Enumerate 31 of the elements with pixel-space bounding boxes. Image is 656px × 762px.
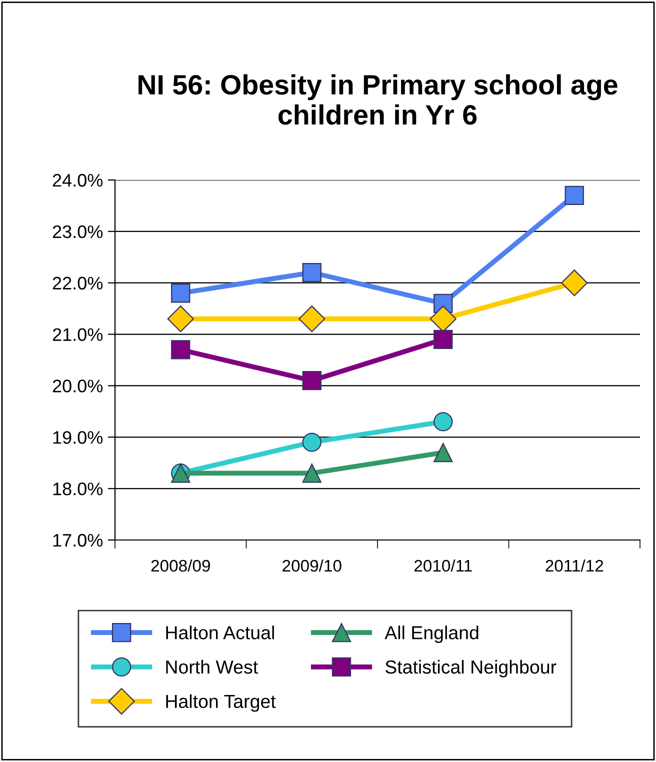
y-tick-label: 23.0% — [52, 225, 103, 238]
point — [302, 464, 322, 483]
point — [434, 412, 453, 432]
point — [302, 432, 322, 452]
chart-title: NI 56: Obesity in Primary school age children in Yr 6 — [138, 74, 618, 125]
x-tick-label: 2009/10 — [282, 559, 342, 572]
legend-label: All England — [384, 626, 478, 644]
legend-label: Halton Target — [166, 694, 276, 712]
y-tick-label: 18.0% — [53, 482, 103, 496]
point — [171, 284, 190, 303]
point — [434, 330, 453, 350]
point — [302, 262, 322, 282]
point — [564, 186, 584, 206]
legend-label: Statistical Neighbour — [385, 660, 556, 678]
x-tick-label: 2011/12 — [546, 559, 604, 572]
point — [302, 370, 322, 390]
y-tick-label: 24.0% — [52, 174, 103, 187]
y-tick-label: 21.0% — [52, 328, 103, 342]
x-tick-label: 2010/11 — [414, 559, 472, 572]
point — [167, 306, 194, 332]
y-tick-label: 19.0% — [53, 431, 103, 444]
y-tick-label: 20.0% — [52, 380, 103, 392]
legend-label: North West — [166, 660, 258, 674]
point — [561, 270, 588, 296]
point — [171, 340, 190, 360]
x-tick-label: 2008/09 — [151, 559, 210, 572]
point — [434, 442, 453, 462]
y-tick-label: 22.0% — [52, 276, 103, 290]
legend-label: Halton Actual — [166, 626, 274, 640]
y-tick-label: 17.0% — [53, 534, 103, 547]
point — [298, 306, 326, 332]
